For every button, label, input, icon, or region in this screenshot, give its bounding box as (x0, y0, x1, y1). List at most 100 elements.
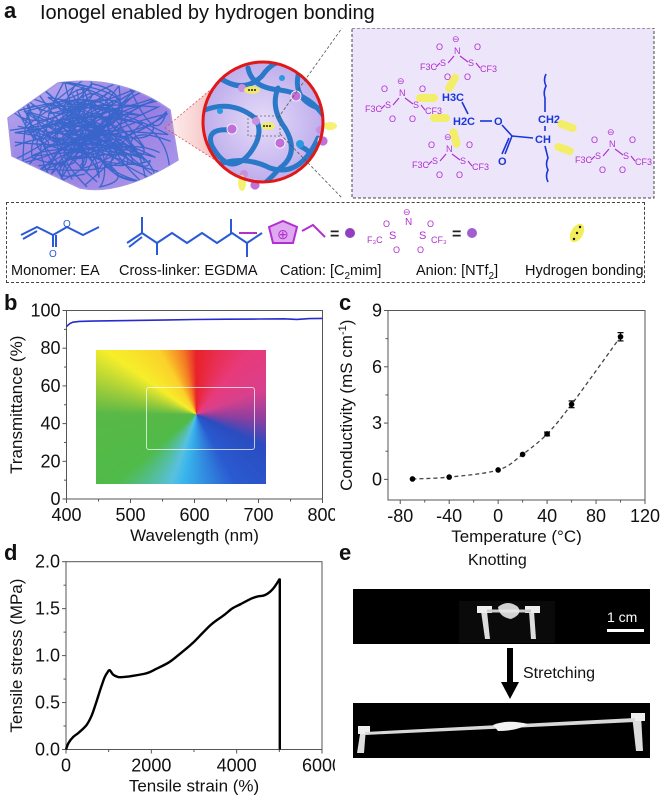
anion-atom-label: O (409, 114, 416, 124)
series-line-stress-strain (64, 578, 281, 750)
anion-bond (427, 153, 473, 167)
anion-atom-label: F3C (412, 160, 430, 170)
y-tick-label: 60 (40, 376, 60, 396)
x-axis-label: Temperature (°C) (451, 527, 582, 545)
y-tick-label: 80 (40, 338, 60, 358)
svg-text:=: = (330, 226, 339, 243)
stretched-ionogel-photo (353, 703, 650, 758)
x-tick-label: -40 (436, 506, 462, 526)
x-tick-label: 4000 (217, 756, 257, 776)
group-ester-o: O (494, 116, 503, 128)
scale-bar (607, 629, 644, 632)
plot-frame (387, 310, 646, 501)
anion-atom-label: O (389, 114, 396, 124)
y-tick-label: 1.0 (35, 646, 60, 666)
down-arrow-icon (501, 648, 519, 699)
data-point (544, 431, 550, 437)
y-axis-label: Transmittance (%) (7, 336, 26, 474)
group-carbonyl-o: O (498, 156, 507, 168)
anion-atom-label: O (464, 72, 471, 82)
y-axis-label: Tensile stress (MPa) (7, 579, 26, 733)
x-tick-label: 600 (179, 505, 209, 525)
series-line-conductivity (412, 336, 622, 480)
group-h3c: H3C (442, 92, 464, 104)
anion-atom-label: O (591, 135, 598, 145)
knotted-ionogel-photo: 1 cm (353, 589, 650, 644)
anion-atom-label: O (619, 165, 626, 175)
knotting-label: Knotting (468, 552, 527, 569)
svg-text:F₃C: F₃C (367, 235, 383, 245)
y-tick-label: 6 (372, 357, 382, 377)
anion-bond (380, 97, 426, 111)
y-tick-label: 100 (30, 301, 60, 321)
series-line-transmittance (65, 317, 323, 328)
transparent-ionogel-sample (146, 387, 255, 450)
hbond-highlights (416, 73, 577, 156)
network-strand (11, 81, 112, 141)
legend-label-cation: Cation: [C2mim] (280, 263, 382, 282)
x-tick-label: 700 (243, 505, 273, 525)
anion-atom-label: O (419, 84, 426, 94)
network-strand (9, 86, 137, 166)
svg-text:⊖: ⊖ (403, 207, 411, 217)
x-tick-label: 800 (307, 505, 335, 525)
network-strand (23, 98, 114, 146)
egdma-icon (126, 217, 263, 257)
anion-atom-label: CF3 (480, 64, 497, 74)
network-strand (14, 81, 168, 162)
x-tick-label: 0 (61, 756, 71, 776)
anion-atom-label: N (446, 144, 453, 154)
anion-atom-label: ⊖ (444, 132, 452, 142)
anion-atom-label: S (385, 100, 391, 110)
svg-text:S: S (419, 230, 426, 242)
svg-text:O: O (63, 219, 71, 230)
anion-atom-label: S (460, 156, 466, 166)
x-tick-label: 2000 (131, 756, 171, 776)
panel-a-title: Ionogel enabled by hydrogen bonding (40, 2, 375, 24)
svg-text:O: O (393, 245, 400, 255)
legend-label-hbond: Hydrogen bonding (525, 263, 644, 279)
anion-atom-label: S (623, 151, 629, 161)
panel-letter-d: d (4, 540, 18, 565)
anion-atom-label: ⊖ (607, 127, 615, 137)
anion-atom-label: O (436, 170, 443, 180)
svg-text:⊕: ⊕ (277, 226, 289, 242)
anion-atom-label: O (474, 42, 481, 52)
panel-letter-b: b (4, 290, 18, 315)
x-axis-label: Wavelength (nm) (130, 526, 259, 545)
anion-bond (590, 148, 636, 162)
anion-atom-label: S (440, 58, 446, 68)
anion-bond (435, 55, 481, 69)
ionogel-block-icon (7, 80, 179, 191)
hydrogen-bond-icon (569, 223, 585, 243)
data-point (519, 451, 526, 458)
ntf2-anion-icon: F₃C SN S CF₃ O O O O ⊖ = (367, 207, 477, 255)
y-tick-label: 1.5 (35, 599, 60, 619)
y-tick-label: 0 (372, 469, 382, 489)
y-tick-label: 0.5 (35, 693, 60, 713)
group-ch2: CH2 (538, 114, 560, 126)
anion-atom-label: N (399, 88, 406, 98)
x-tick-label: 400 (51, 505, 81, 525)
anion-atom-label: O (466, 140, 473, 150)
anion-atom-label: O (381, 84, 388, 94)
svg-text:O: O (427, 219, 434, 229)
data-point (617, 333, 624, 340)
network-strand (47, 96, 142, 180)
svg-text:O: O (49, 249, 57, 260)
anion-atom-label: S (468, 58, 474, 68)
anion-atom-label: O (599, 165, 606, 175)
anion-atom-label: N (609, 139, 616, 149)
svg-text:=: = (452, 226, 461, 243)
svg-text:O: O (417, 245, 424, 255)
legend-structures: O O ⊕ = F₃C SN S CF₃ O O O O ⊖ = (20, 207, 585, 260)
x-tick-label: 40 (537, 506, 557, 526)
